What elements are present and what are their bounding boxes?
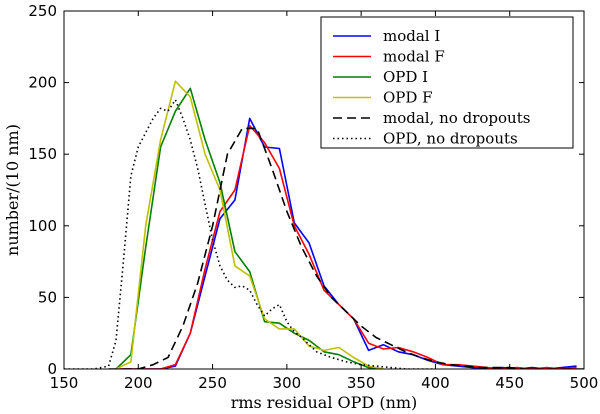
series-line-3 <box>115 80 384 369</box>
y-tick-label: 250 <box>28 2 57 20</box>
y-tick-label: 150 <box>28 145 57 163</box>
legend-box <box>320 16 574 149</box>
series-line-0 <box>116 117 577 369</box>
y-tick-label: 100 <box>28 217 57 235</box>
legend-label-1: modal F <box>383 48 445 66</box>
x-tick-label: 150 <box>50 374 79 392</box>
x-axis-label: rms residual OPD (nm) <box>231 393 418 412</box>
legend: modal I modal F OPD I OPD F modal, no dropou… <box>320 16 574 149</box>
legend-label-3: OPD F <box>383 89 433 107</box>
x-tick-label: 200 <box>124 374 153 392</box>
y-tick-label: 50 <box>38 288 57 306</box>
x-tick-label: 500 <box>570 374 599 392</box>
x-tick-label: 350 <box>347 374 376 392</box>
y-axis-label: number/(10 nm) <box>3 124 22 256</box>
plot-frame <box>63 10 585 370</box>
legend-label-5: OPD, no dropouts <box>383 130 518 148</box>
legend-label-4: modal, no dropouts <box>383 109 530 127</box>
series-line-2 <box>115 87 384 369</box>
x-tick-label: 250 <box>198 374 227 392</box>
series-line-4 <box>108 127 584 369</box>
legend-label-0: modal I <box>383 27 440 45</box>
x-tick-label: 400 <box>421 374 450 392</box>
x-tick-label: 450 <box>495 374 524 392</box>
series-line-5 <box>64 99 436 369</box>
y-tick-label: 0 <box>47 360 57 378</box>
series-line-1 <box>116 124 577 369</box>
legend-label-2: OPD I <box>383 68 428 86</box>
y-tick-label: 200 <box>28 74 57 92</box>
x-tick-label: 300 <box>273 374 302 392</box>
